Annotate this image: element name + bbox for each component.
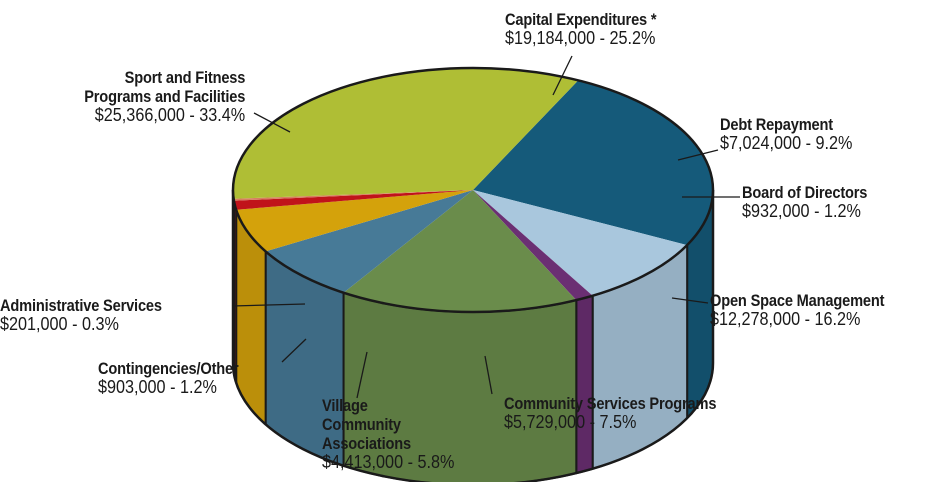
label-debt-repayment: Debt Repayment $7,024,000 - 9.2% — [720, 115, 867, 153]
slice-name-administrative-services: Administrative Services — [0, 296, 162, 315]
label-board-of-directors: Board of Directors $932,000 - 1.2% — [742, 183, 888, 221]
slice-capital-expenditures — [473, 80, 713, 246]
slice-name-sport-fitness-line1: Sport and Fitness — [124, 68, 245, 87]
label-capital-expenditures: Capital Expenditures * $19,184,000 - 25.… — [505, 10, 681, 48]
pie-rim — [231, 66, 715, 314]
label-open-space: Open Space Management $12,278,000 - 16.2… — [710, 291, 913, 329]
slice-value-capital-expenditures: $19,184,000 - 25.2% — [505, 28, 656, 48]
leader-sport — [253, 112, 291, 133]
slice-debt-repayment — [473, 190, 688, 296]
leader-admin — [231, 303, 306, 307]
slice-name-village-line2: Community — [322, 415, 401, 434]
slice-name-community-services: Community Services Programs — [504, 394, 717, 413]
slice-name-village-line3: Associations — [322, 434, 411, 453]
slice-contingencies-other — [233, 190, 473, 210]
slice-value-open-space: $12,278,000 - 16.2% — [710, 309, 861, 329]
label-community-services: Community Services Programs $5,729,000 -… — [504, 394, 751, 432]
slice-value-administrative-services: $201,000 - 0.3% — [0, 314, 119, 334]
leader-capital — [552, 55, 573, 96]
cylinder-outline — [231, 190, 715, 482]
slice-sport-and-fitness-programs-and-facilities — [233, 68, 579, 199]
slice-value-board-of-directors: $932,000 - 1.2% — [742, 201, 861, 221]
slice-value-debt-repayment: $7,024,000 - 9.2% — [720, 133, 853, 153]
slice-open-space-management — [343, 190, 577, 312]
slice-name-sport-fitness-line2: Programs and Facilities — [84, 87, 245, 106]
pie-top — [231, 66, 715, 314]
slice-value-community-services: $5,729,000 - 7.5% — [504, 412, 637, 432]
label-contingencies: Contingencies/Other $903,000 - 1.2% — [98, 359, 261, 397]
label-village-community: Village Community Associations $4,413,00… — [322, 396, 469, 472]
slice-name-board-of-directors: Board of Directors — [742, 183, 868, 202]
leader-contingencies — [281, 338, 307, 363]
slice-name-contingencies: Contingencies/Other — [98, 359, 239, 378]
slice-name-open-space: Open Space Management — [710, 291, 885, 310]
slice-name-village-line1: Village — [322, 396, 368, 415]
slice-name-capital-expenditures: Capital Expenditures * — [505, 10, 657, 29]
leader-village — [356, 351, 368, 399]
slice-community-services-programs — [265, 190, 473, 293]
slice-value-village-community: $4,413,000 - 5.8% — [322, 452, 455, 472]
leader-debt — [677, 149, 719, 161]
leader-open-space — [671, 297, 709, 304]
slice-village-community-associations — [236, 190, 473, 252]
label-administrative-services: Administrative Services $201,000 - 0.3% — [0, 296, 188, 334]
slice-name-debt-repayment: Debt Repayment — [720, 115, 833, 134]
slice-board-of-directors — [473, 190, 593, 301]
slice-value-contingencies: $903,000 - 1.2% — [98, 377, 217, 397]
slice-value-sport-fitness: $25,366,000 - 33.4% — [94, 105, 245, 125]
leader-community — [484, 355, 493, 395]
label-sport-fitness: Sport and Fitness Programs and Facilitie… — [58, 68, 245, 125]
side-board-of-directors — [575, 294, 594, 475]
slice-administrative-services — [233, 190, 473, 201]
leader-lines — [231, 55, 740, 399]
